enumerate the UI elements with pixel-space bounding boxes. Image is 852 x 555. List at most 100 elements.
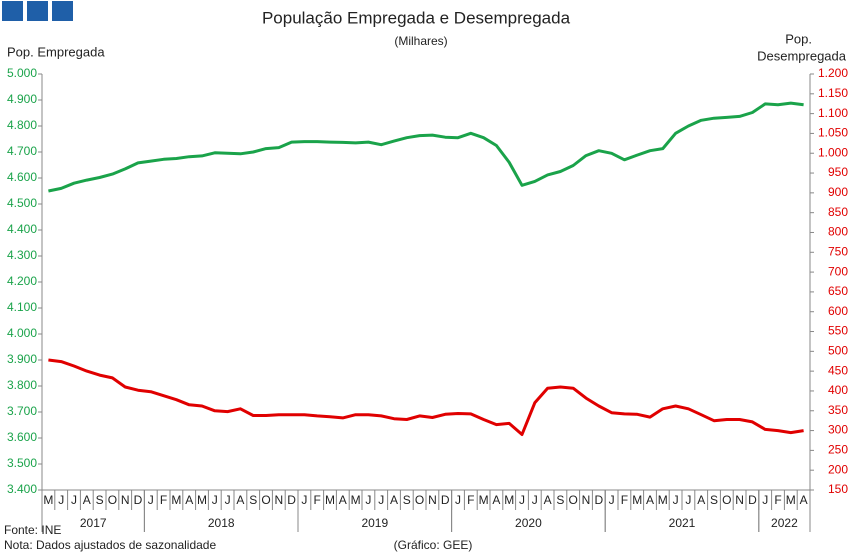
x-tick-label: F	[314, 493, 321, 507]
y2-tick-label: 250	[828, 443, 848, 457]
x-tick-label: A	[646, 493, 654, 507]
series-line	[48, 101, 804, 193]
y-tick-label: 3.700	[7, 404, 37, 418]
x-tick-label: F	[467, 493, 474, 507]
y2-tick-label: 150	[828, 482, 848, 496]
x-tick-label: J	[609, 493, 615, 507]
x-tick-label: A	[236, 493, 244, 507]
y2-tick-label: 500	[828, 344, 848, 358]
logo-square	[27, 1, 48, 21]
y2-tick-label: 650	[828, 284, 848, 298]
x-tick-label: O	[569, 493, 578, 507]
x-tick-label: J	[378, 493, 384, 507]
y2-tick-label: 1.050	[818, 126, 848, 140]
x-tick-label: S	[710, 493, 718, 507]
y-tick-label: 4.300	[7, 248, 37, 262]
credit: (Gráfico: GEE)	[394, 538, 473, 552]
x-tick-label: F	[774, 493, 781, 507]
year-label: 2022	[771, 516, 798, 530]
y2-tick-label: 1.100	[818, 106, 848, 120]
y-tick-label: 4.500	[7, 196, 37, 210]
year-label: 2018	[208, 516, 235, 530]
x-tick-label: J	[225, 493, 231, 507]
y-tick-label: 3.600	[7, 430, 37, 444]
x-tick-label: A	[185, 493, 193, 507]
x-tick-label: N	[582, 493, 591, 507]
y-tick-label: 3.400	[7, 482, 37, 496]
year-label: 2017	[80, 516, 107, 530]
y2-axis-label: Desempregada	[757, 48, 847, 63]
x-tick-label: J	[212, 493, 218, 507]
y-tick-label: 4.000	[7, 326, 37, 340]
y-tick-label: 3.900	[7, 352, 37, 366]
series-line	[48, 358, 804, 436]
y2-tick-label: 1.000	[818, 145, 848, 159]
x-tick-label: N	[121, 493, 130, 507]
x-tick-label: J	[532, 493, 538, 507]
y2-tick-label: 200	[828, 462, 848, 476]
x-tick-label: A	[800, 493, 808, 507]
x-tick-label: A	[339, 493, 347, 507]
x-tick-label: N	[428, 493, 437, 507]
x-tick-label: M	[632, 493, 642, 507]
note: Nota: Dados ajustados de sazonalidade	[4, 538, 216, 552]
x-tick-label: J	[455, 493, 461, 507]
x-tick-label: J	[673, 493, 679, 507]
x-tick-label: J	[301, 493, 307, 507]
y-tick-label: 4.200	[7, 274, 37, 288]
y-axis-label: Pop. Empregada	[7, 44, 105, 59]
x-tick-label: J	[365, 493, 371, 507]
y2-tick-label: 850	[828, 205, 848, 219]
x-tick-label: F	[160, 493, 167, 507]
y-tick-label: 4.800	[7, 118, 37, 132]
x-tick-label: J	[58, 493, 64, 507]
x-tick-label: J	[148, 493, 154, 507]
y-tick-label: 3.800	[7, 378, 37, 392]
x-tick-label: A	[390, 493, 398, 507]
x-tick-label: A	[83, 493, 91, 507]
x-tick-label: M	[351, 493, 361, 507]
x-tick-label: S	[403, 493, 411, 507]
x-tick-label: A	[544, 493, 552, 507]
y2-tick-label: 1.200	[818, 66, 848, 80]
x-tick-label: S	[96, 493, 104, 507]
y2-tick-label: 950	[828, 165, 848, 179]
y2-tick-label: 300	[828, 423, 848, 437]
y2-tick-label: 800	[828, 225, 848, 239]
x-tick-label: A	[492, 493, 500, 507]
y2-tick-label: 350	[828, 403, 848, 417]
y2-tick-label: 400	[828, 383, 848, 397]
x-tick-label: M	[786, 493, 796, 507]
x-tick-label: F	[621, 493, 628, 507]
y-tick-label: 4.700	[7, 144, 37, 158]
y-tick-label: 4.600	[7, 170, 37, 184]
logo-square	[2, 1, 23, 21]
y2-axis-label: Pop.	[785, 31, 812, 46]
x-tick-label: M	[325, 493, 335, 507]
year-label: 2021	[669, 516, 696, 530]
x-tick-label: D	[287, 493, 296, 507]
y2-tick-label: 550	[828, 324, 848, 338]
x-tick-label: D	[441, 493, 450, 507]
x-tick-label: J	[71, 493, 77, 507]
x-tick-label: S	[249, 493, 257, 507]
x-tick-label: M	[171, 493, 181, 507]
year-label: 2020	[515, 516, 542, 530]
x-tick-label: N	[274, 493, 283, 507]
x-tick-label: J	[762, 493, 768, 507]
x-tick-label: A	[697, 493, 705, 507]
x-tick-label: M	[479, 493, 489, 507]
y2-tick-label: 600	[828, 304, 848, 318]
x-tick-label: D	[594, 493, 603, 507]
x-tick-label: O	[722, 493, 731, 507]
x-tick-label: O	[261, 493, 270, 507]
chart-subtitle: (Milhares)	[394, 34, 447, 48]
x-tick-label: J	[519, 493, 525, 507]
y2-tick-label: 450	[828, 363, 848, 377]
logo-square	[52, 1, 73, 21]
y-tick-label: 3.500	[7, 456, 37, 470]
x-tick-label: M	[504, 493, 514, 507]
year-label: 2019	[361, 516, 388, 530]
source: Fonte: INE	[4, 523, 61, 537]
x-tick-label: D	[134, 493, 143, 507]
